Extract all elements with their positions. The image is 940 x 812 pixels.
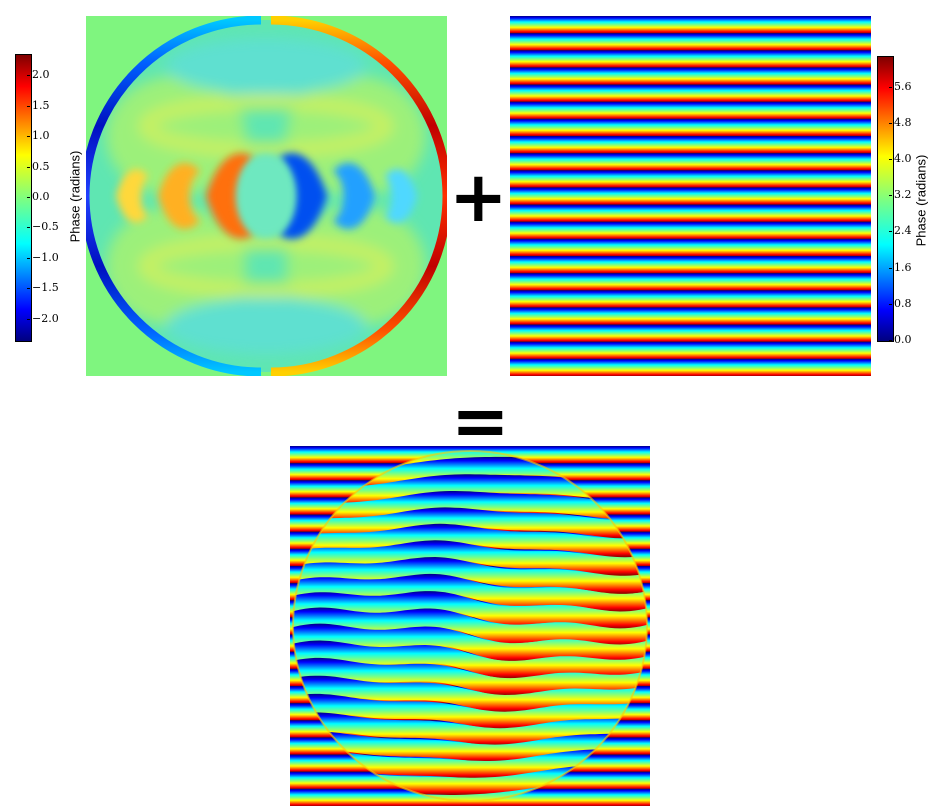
colorbar-tick-mark <box>889 340 892 341</box>
colorbar-tick-label: 1.0 <box>32 129 50 143</box>
colorbar-tick-mark <box>27 288 30 290</box>
hologram-distorted-fringe <box>293 491 647 524</box>
colorbar-tick-mark <box>27 257 30 259</box>
right-colorbar <box>877 56 894 342</box>
colorbar-tick-label: −0.5 <box>32 220 59 234</box>
hologram-distorted-fringe <box>293 591 647 630</box>
hologram-distorted-fringe <box>293 657 647 696</box>
colorbar-tick-mark <box>27 227 30 229</box>
grating-stripe <box>510 153 871 171</box>
colorbar-tick-label: −1.5 <box>32 281 59 295</box>
colorbar-tick-mark <box>27 197 30 198</box>
hologram-distorted-fringe <box>293 730 647 763</box>
colorbar-tick-mark <box>889 267 892 269</box>
grating-stripe <box>510 256 871 274</box>
linear-grating-phase-map <box>510 16 871 376</box>
grating-stripe <box>510 307 871 326</box>
colorbar-tick-mark <box>27 75 30 77</box>
combined-hologram-phase-map <box>290 446 650 806</box>
grating-stripe <box>510 67 871 86</box>
colorbar-tick-label: −2.0 <box>32 311 59 325</box>
colorbar-tick-mark <box>889 231 892 233</box>
colorbar-tick-label: 0.0 <box>894 333 912 346</box>
hologram-distorted-fringe <box>293 540 647 576</box>
colorbar-tick-label: 0.0 <box>32 190 50 203</box>
hologram-distorted-fringe <box>293 474 647 508</box>
colorbar-tick-label: 1.5 <box>32 98 50 112</box>
colorbar-tick-mark <box>27 166 30 168</box>
grating-stripe <box>510 101 871 120</box>
grating-stripe <box>510 204 871 223</box>
colorbar-tick-label: 4.0 <box>894 152 912 166</box>
colorbar-tick-mark <box>889 122 892 124</box>
colorbar-tick-label: 5.6 <box>894 79 912 93</box>
grating-stripe <box>510 33 871 51</box>
grating-stripe <box>510 341 871 360</box>
colorbar-tick-label: −1.0 <box>32 250 59 264</box>
grating-stripe <box>510 290 871 308</box>
hologram-distorted-fringe <box>293 557 647 594</box>
grating-stripe <box>510 170 871 188</box>
colorbar-tick-label: 4.8 <box>894 115 912 129</box>
grating-stripe <box>510 238 871 257</box>
grating-stripe <box>510 84 871 103</box>
hologram-distorted-fringe <box>293 573 647 612</box>
colorbar-tick-label: 2.0 <box>32 68 50 82</box>
grating-stripe <box>510 16 871 34</box>
grating-stripe <box>510 187 871 206</box>
hologram-distorted-fringe <box>293 523 647 558</box>
equals-operator: = <box>451 380 510 462</box>
hologram-distorted-fringe <box>293 623 647 663</box>
right-colorbar-label: Phase (radians) <box>913 154 929 247</box>
colorbar-tick-mark <box>27 136 30 138</box>
hologram-distorted-fringe <box>293 607 647 646</box>
grating-stripe <box>510 136 871 154</box>
left-colorbar-label: Phase (radians) <box>67 150 83 243</box>
colorbar-tick-label: 0.5 <box>32 159 50 173</box>
plus-operator: + <box>449 156 508 238</box>
colorbar-tick-label: 3.2 <box>894 188 912 202</box>
hologram-distorted-fringe <box>293 675 647 713</box>
left-colorbar <box>15 54 32 342</box>
colorbar-tick-mark <box>27 105 30 107</box>
colorbar-tick-mark <box>889 86 892 88</box>
colorbar-tick-mark <box>27 318 30 320</box>
colorbar-tick-mark <box>889 195 892 197</box>
colorbar-tick-mark <box>889 303 892 305</box>
grating-stripe <box>510 273 871 291</box>
grating-stripe <box>510 118 871 137</box>
hologram-distorted-fringe <box>293 746 647 779</box>
grating-stripe <box>510 221 871 240</box>
colorbar-tick-label: 2.4 <box>894 224 912 238</box>
grating-stripe <box>510 50 871 68</box>
aberration-phase-map <box>86 16 447 376</box>
grating-stripe <box>510 358 871 376</box>
colorbar-tick-label: 1.6 <box>894 260 912 274</box>
colorbar-tick-label: 0.8 <box>894 296 912 310</box>
colorbar-tick-mark <box>889 159 892 161</box>
grating-stripe <box>510 324 871 343</box>
hologram-distorted-fringe <box>293 693 647 730</box>
hologram-distorted-fringe <box>293 640 647 679</box>
